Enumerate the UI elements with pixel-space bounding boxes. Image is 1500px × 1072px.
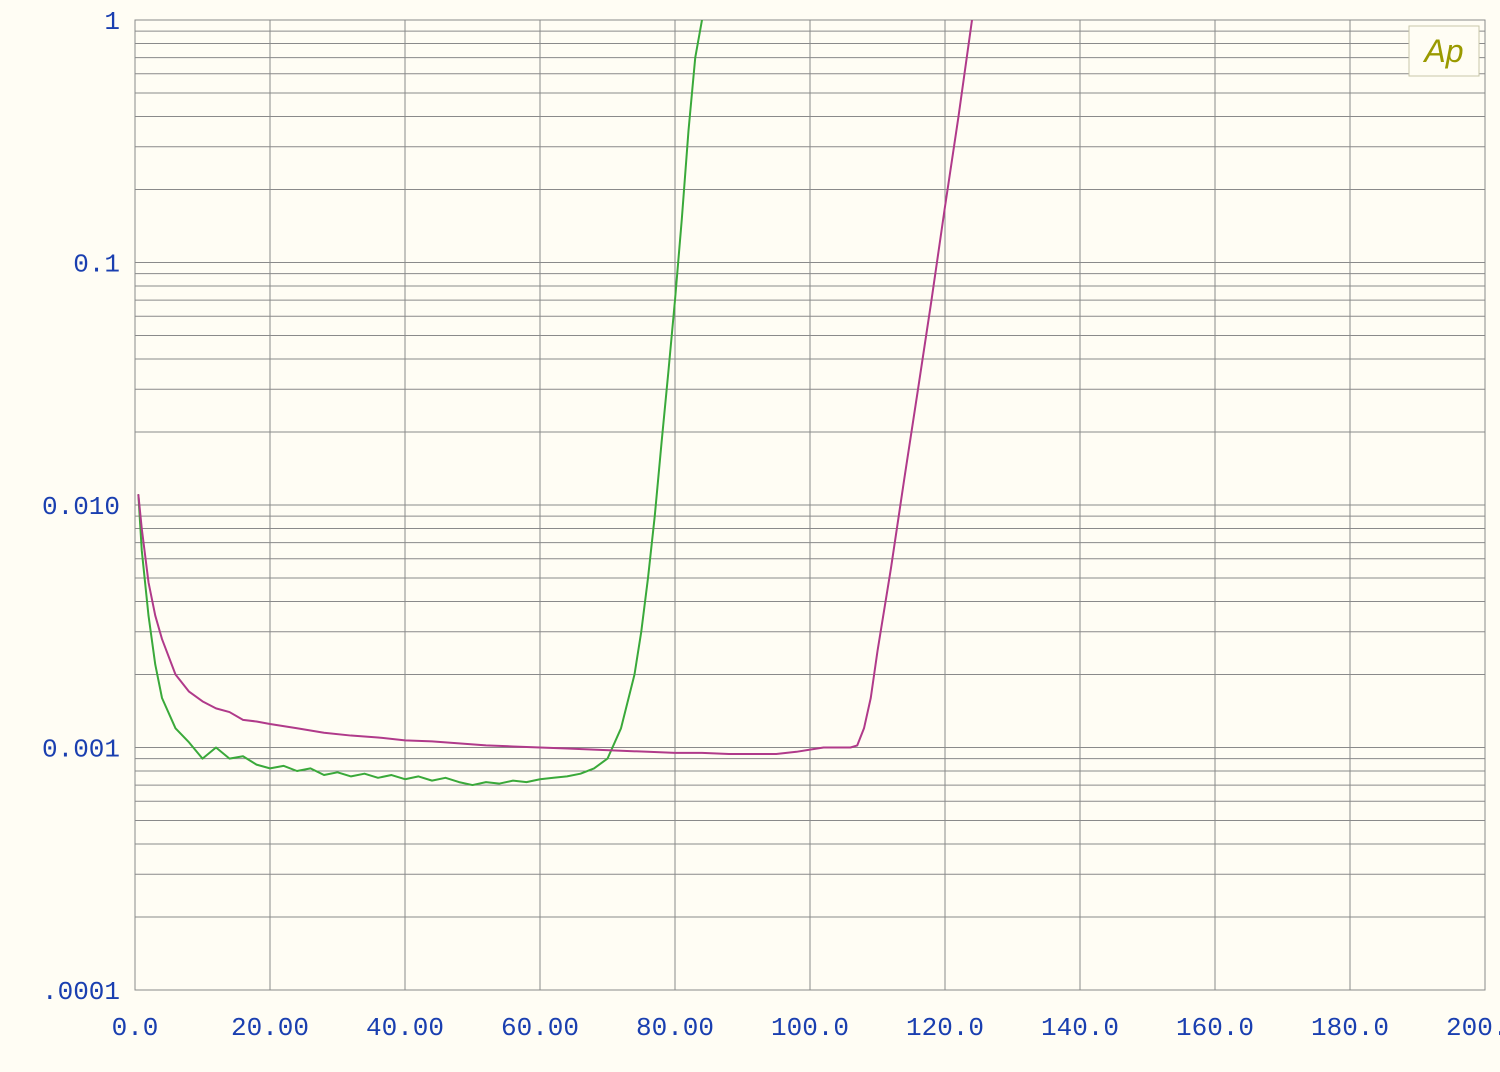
line-chart: 1 0.1 0.010 0.001 .0001 0.0 20.00 40.00 60.00 80.… [0,0,1500,1072]
x-tick-label: 140.0 [1041,1013,1119,1043]
x-tick-label: 0.0 [112,1013,159,1043]
y-tick-label: 0.001 [42,735,120,765]
y-tick-label: 1 [104,7,120,37]
x-tick-label: 180.0 [1311,1013,1389,1043]
x-tick-label: 80.00 [636,1013,714,1043]
x-tick-label: 120.0 [906,1013,984,1043]
x-tick-label: 40.00 [366,1013,444,1043]
x-tick-label: 60.00 [501,1013,579,1043]
legend-label: Ap [1422,33,1463,69]
chart-container: 1 0.1 0.010 0.001 .0001 0.0 20.00 40.00 60.00 80.… [0,0,1500,1072]
x-tick-label: 100.0 [771,1013,849,1043]
x-tick-label: 160.0 [1176,1013,1254,1043]
y-tick-label: 0.1 [73,250,120,280]
x-tick-label: 200.0 [1446,1013,1500,1043]
x-tick-label: 20.00 [231,1013,309,1043]
y-tick-label: 0.010 [42,492,120,522]
y-tick-label: .0001 [42,977,120,1007]
